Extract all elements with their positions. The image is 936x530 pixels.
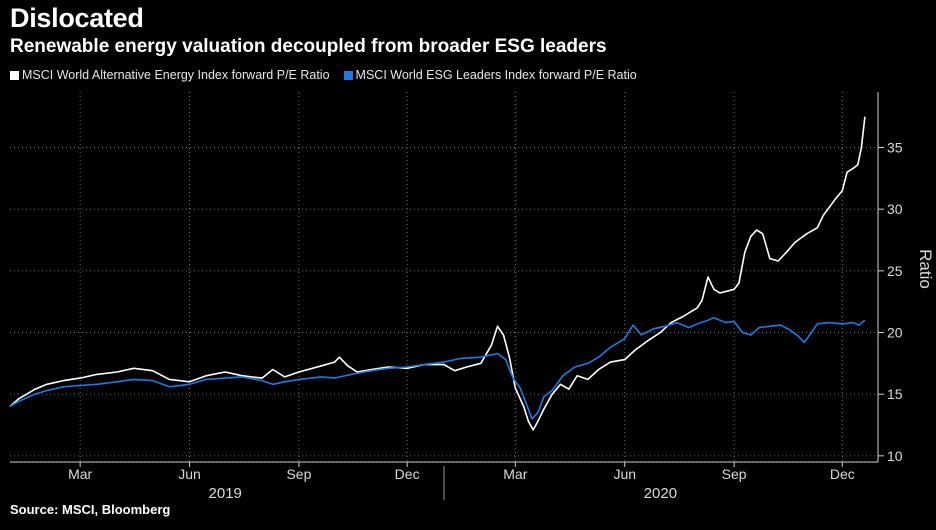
chart-title: Dislocated (10, 3, 144, 33)
legend-label-alternative-energy: MSCI World Alternative Energy Index forw… (22, 68, 330, 82)
chart-subtitle: Renewable energy valuation decoupled fro… (10, 36, 607, 57)
x-tick-label: Mar (503, 466, 527, 482)
x-year-label: 2020 (644, 485, 677, 502)
y-tick-label: 15 (887, 386, 903, 402)
legend-item-esg-leaders: MSCI World ESG Leaders Index forward P/E… (343, 68, 637, 82)
y-tick-label: 10 (887, 448, 903, 464)
x-tick-label: Sep (286, 466, 311, 482)
x-tick-label: Sep (722, 466, 747, 482)
legend-label-esg-leaders: MSCI World ESG Leaders Index forward P/E… (355, 68, 637, 82)
y-tick-label: 30 (887, 201, 903, 217)
y-tick-label: 25 (887, 263, 903, 279)
y-tick-label: 35 (887, 140, 903, 156)
x-tick-label: Jun (178, 466, 201, 482)
x-tick-label: Dec (830, 466, 855, 482)
x-tick-label: Mar (68, 466, 92, 482)
series-line-alternative-energy (9, 116, 866, 431)
series-line-esg-leaders (9, 316, 866, 420)
x-tick-label: Jun (613, 466, 636, 482)
x-tick-label: Dec (395, 466, 420, 482)
legend-item-alternative-energy: MSCI World Alternative Energy Index forw… (10, 68, 330, 82)
legend-swatch-blue (343, 70, 353, 80)
x-year-label: 2019 (209, 485, 242, 502)
y-tick-label: 20 (887, 325, 903, 341)
y-axis-label: Ratio (916, 249, 935, 289)
source-note: Source: MSCI, Bloomberg (10, 502, 171, 517)
legend-swatch-white (10, 70, 19, 80)
legend: MSCI World Alternative Energy Index forw… (10, 68, 637, 82)
